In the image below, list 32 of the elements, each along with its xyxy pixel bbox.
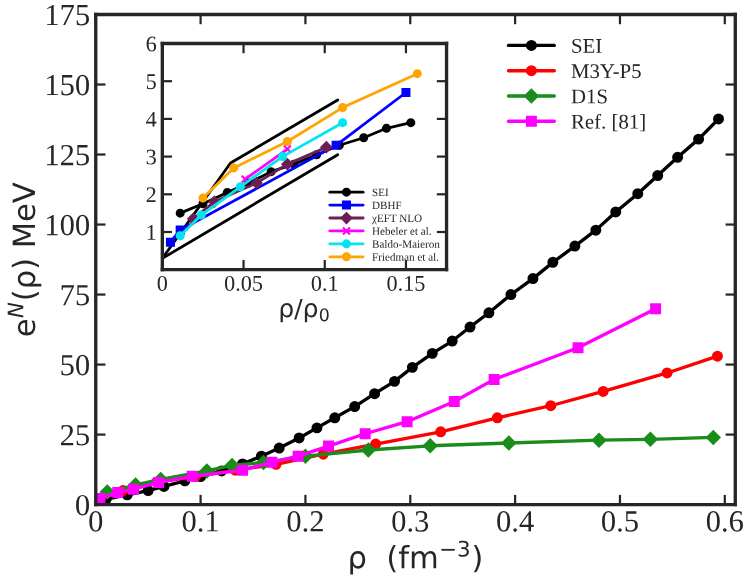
x-tick-label: 0 — [89, 511, 103, 532]
y-tick-label: 5 — [146, 74, 156, 90]
y-tick-label: 1 — [147, 225, 156, 240]
y-tick-label: 150 — [47, 74, 90, 96]
y-tick-label: 175 — [47, 4, 89, 26]
x-tick-label: 0.4 — [497, 511, 534, 532]
y-axis-title: e$^{N}$(ρ) MeV — [7, 182, 42, 336]
y-tick-label: 25 — [60, 424, 89, 446]
x-tick-label: 0.3 — [392, 511, 429, 532]
legend-label: Ref. [81] — [571, 113, 645, 132]
y-tick-label: 75 — [61, 285, 89, 306]
x-axis-title: ρ/ρ$_{0}$ — [280, 298, 329, 323]
y-tick-label: 50 — [61, 354, 90, 376]
x-tick-label: 0.6 — [706, 511, 743, 532]
y-tick-label: 100 — [47, 214, 90, 236]
x-tick-label: 0.15 — [387, 275, 425, 291]
y-tick-label: 6 — [146, 36, 157, 52]
x-tick-label: 0.5 — [602, 511, 638, 532]
y-tick-label: 125 — [47, 144, 89, 166]
y-tick-label: 3 — [146, 149, 156, 165]
y-tick-label: 2 — [146, 187, 156, 203]
x-tick-label: 0.05 — [224, 275, 263, 291]
x-tick-label: 0 — [157, 275, 168, 291]
x-axis-title: ρ (fm$^{−3}$) — [350, 540, 481, 575]
y-tick-label: 4 — [146, 111, 157, 127]
legend-label: SEI — [572, 38, 602, 53]
y-tick-label: 0 — [76, 494, 90, 516]
x-tick-label: 0.2 — [287, 511, 323, 532]
legend-label: M3Y-P5 — [571, 64, 641, 79]
legend-label: D1S — [571, 89, 607, 104]
x-tick-label: 0.1 — [182, 511, 218, 532]
x-tick-label: 0.1 — [311, 275, 338, 291]
